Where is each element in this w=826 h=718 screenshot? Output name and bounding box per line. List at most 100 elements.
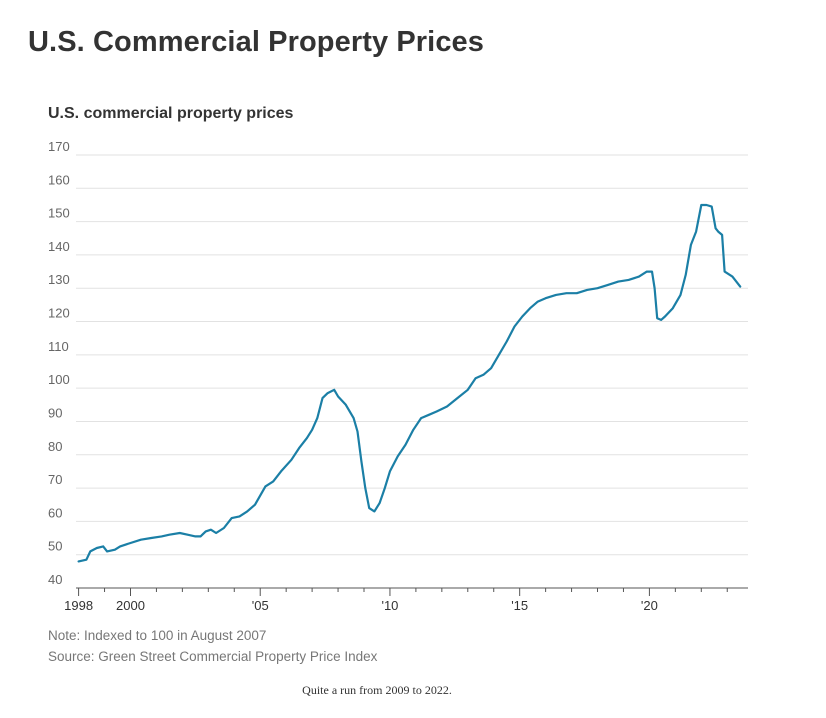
- data-point: [187, 534, 189, 536]
- y-tick-label: 110: [48, 339, 69, 354]
- y-tick-label: 40: [48, 572, 62, 587]
- y-tick-label: 90: [48, 405, 62, 420]
- data-point: [333, 389, 335, 391]
- data-point: [685, 274, 687, 276]
- data-point: [254, 504, 256, 506]
- data-point: [290, 459, 292, 461]
- data-point: [223, 527, 225, 529]
- y-tick-label: 100: [48, 372, 70, 387]
- data-point: [316, 417, 318, 419]
- data-point: [537, 301, 539, 303]
- data-point: [705, 204, 708, 206]
- x-tick-label: 2000: [116, 598, 145, 613]
- data-point: [85, 559, 87, 561]
- data-point: [739, 286, 741, 288]
- data-point: [656, 317, 658, 319]
- data-point: [617, 281, 619, 283]
- data-point: [280, 470, 282, 472]
- data-point: [102, 545, 104, 548]
- x-tick-label: '10: [381, 598, 398, 613]
- data-point: [89, 550, 91, 553]
- data-point: [78, 560, 80, 563]
- data-point: [194, 535, 196, 538]
- data-point: [498, 354, 500, 356]
- x-tick-label: '05: [252, 598, 269, 613]
- data-point: [368, 507, 370, 509]
- data-point: [389, 470, 391, 472]
- data-point: [161, 535, 163, 538]
- x-tick-label: '15: [511, 598, 528, 613]
- x-tick-label: 1998: [64, 598, 93, 613]
- data-point: [721, 234, 723, 236]
- data-point: [150, 537, 152, 539]
- y-tick-label: 130: [48, 272, 70, 287]
- data-point: [664, 315, 666, 318]
- data-point: [205, 530, 207, 533]
- data-point: [397, 455, 399, 457]
- chart-source: Source: Green Street Commercial Property…: [48, 649, 378, 664]
- data-point: [379, 502, 381, 504]
- chart-series: [77, 203, 742, 563]
- data-point: [690, 244, 692, 246]
- data-point: [356, 430, 359, 433]
- figure-caption: Quite a run from 2009 to 2022.: [302, 683, 452, 697]
- data-point: [353, 417, 355, 419]
- chart-note: Note: Indexed to 100 in August 2007: [48, 628, 266, 643]
- data-point: [404, 444, 407, 446]
- data-point: [446, 405, 448, 408]
- data-point: [660, 319, 662, 321]
- data-point: [364, 487, 366, 489]
- data-point: [210, 529, 212, 531]
- y-tick-label: 60: [48, 505, 62, 520]
- data-point: [179, 532, 181, 534]
- y-tick-label: 150: [48, 206, 70, 221]
- y-tick-label: 160: [48, 172, 70, 187]
- data-point: [521, 315, 523, 318]
- data-point: [672, 307, 674, 309]
- data-point: [679, 294, 682, 296]
- data-point: [215, 532, 217, 534]
- data-point: [700, 204, 702, 206]
- data-point: [555, 294, 557, 296]
- data-point: [119, 545, 121, 548]
- data-point: [373, 510, 375, 512]
- data-point: [490, 367, 492, 369]
- y-tick-label: 50: [48, 539, 62, 554]
- data-point: [306, 437, 308, 439]
- data-point: [436, 410, 438, 413]
- y-tick-label: 140: [48, 239, 70, 254]
- data-point: [140, 539, 142, 541]
- data-point: [654, 287, 656, 289]
- data-point: [711, 206, 713, 208]
- data-point: [96, 547, 98, 549]
- data-point: [724, 271, 726, 273]
- data-point: [246, 510, 248, 512]
- data-point: [321, 397, 324, 399]
- data-point: [731, 276, 734, 278]
- y-tick-label: 120: [48, 306, 70, 321]
- data-point: [199, 535, 202, 538]
- data-point: [168, 534, 170, 536]
- data-point: [360, 460, 362, 462]
- data-point: [545, 297, 547, 299]
- data-point: [384, 487, 386, 489]
- data-point: [513, 325, 516, 328]
- data-point: [475, 377, 477, 379]
- data-point: [506, 340, 508, 343]
- y-tick-label: 80: [48, 439, 62, 454]
- data-point: [129, 542, 132, 544]
- data-point: [428, 414, 430, 416]
- data-point: [106, 550, 108, 553]
- data-point: [576, 292, 578, 294]
- chart-gridlines: [76, 154, 748, 556]
- data-point: [311, 429, 313, 431]
- y-tick-label: 70: [48, 472, 62, 487]
- data-point: [529, 307, 531, 309]
- chart-title: U.S. commercial property prices: [48, 105, 294, 122]
- data-point: [607, 284, 609, 286]
- data-point: [695, 231, 697, 233]
- data-point: [231, 517, 233, 519]
- data-point: [298, 447, 300, 449]
- page-title: U.S. Commercial Property Prices: [28, 26, 485, 58]
